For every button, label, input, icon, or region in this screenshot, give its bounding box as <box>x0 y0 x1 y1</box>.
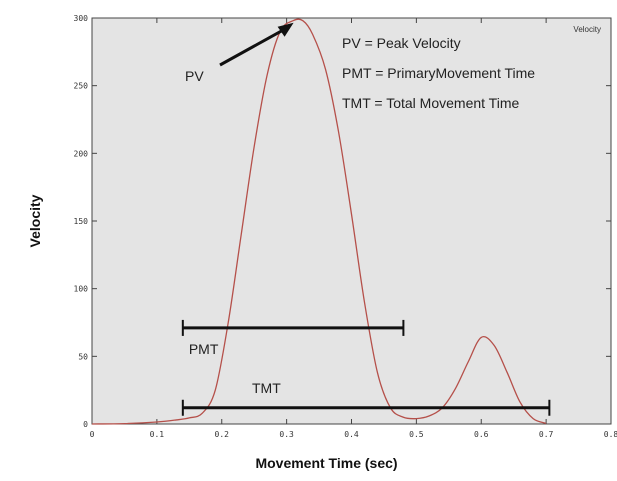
y-tick-label: 150 <box>74 217 89 226</box>
x-tick-label: 0.8 <box>604 430 617 439</box>
y-tick-label: 100 <box>74 285 89 294</box>
annotations-layer: Velocity PV = Peak Velocity PMT = PrimaryM… <box>181 22 601 416</box>
x-tick-label: 0.3 <box>279 430 294 439</box>
x-tick-label: 0.4 <box>344 430 359 439</box>
y-tick-label: 300 <box>74 14 89 23</box>
ticks-layer: 0 0.1 0.2 0.3 0.4 0.5 0.6 0.7 0.8 0 50 100 150 200 250… <box>74 14 617 439</box>
pmt-label: PMT <box>189 341 219 357</box>
x-axis-title: Movement Time (sec) <box>255 455 397 471</box>
x-tick-label: 0 <box>90 430 95 439</box>
y-tick-label: 200 <box>74 149 89 158</box>
tmt-label: TMT <box>252 380 281 396</box>
y-tick-label: 50 <box>78 352 88 361</box>
pv-arrow-shaft <box>219 27 287 67</box>
y-tick-label: 250 <box>74 82 89 91</box>
plot-area <box>91 17 612 425</box>
x-tick-label: 0.7 <box>539 430 554 439</box>
x-tick-label: 0.2 <box>215 430 230 439</box>
pv-arrow-head <box>277 22 294 37</box>
pv-label: PV <box>185 68 204 84</box>
definition-line: PV = Peak Velocity <box>342 35 461 51</box>
y-tick-label: 0 <box>83 420 88 429</box>
x-tick-label: 0.1 <box>150 430 165 439</box>
legend-entry-velocity: Velocity <box>573 25 601 34</box>
x-tick-label: 0.5 <box>409 430 424 439</box>
definition-line: TMT = Total Movement Time <box>342 95 519 111</box>
velocity-series-line <box>91 18 547 425</box>
x-tick-label: 0.6 <box>474 430 489 439</box>
y-axis-title: Velocity <box>27 194 43 247</box>
marks-layer <box>91 18 547 425</box>
definition-line: PMT = PrimaryMovement Time <box>342 65 535 81</box>
